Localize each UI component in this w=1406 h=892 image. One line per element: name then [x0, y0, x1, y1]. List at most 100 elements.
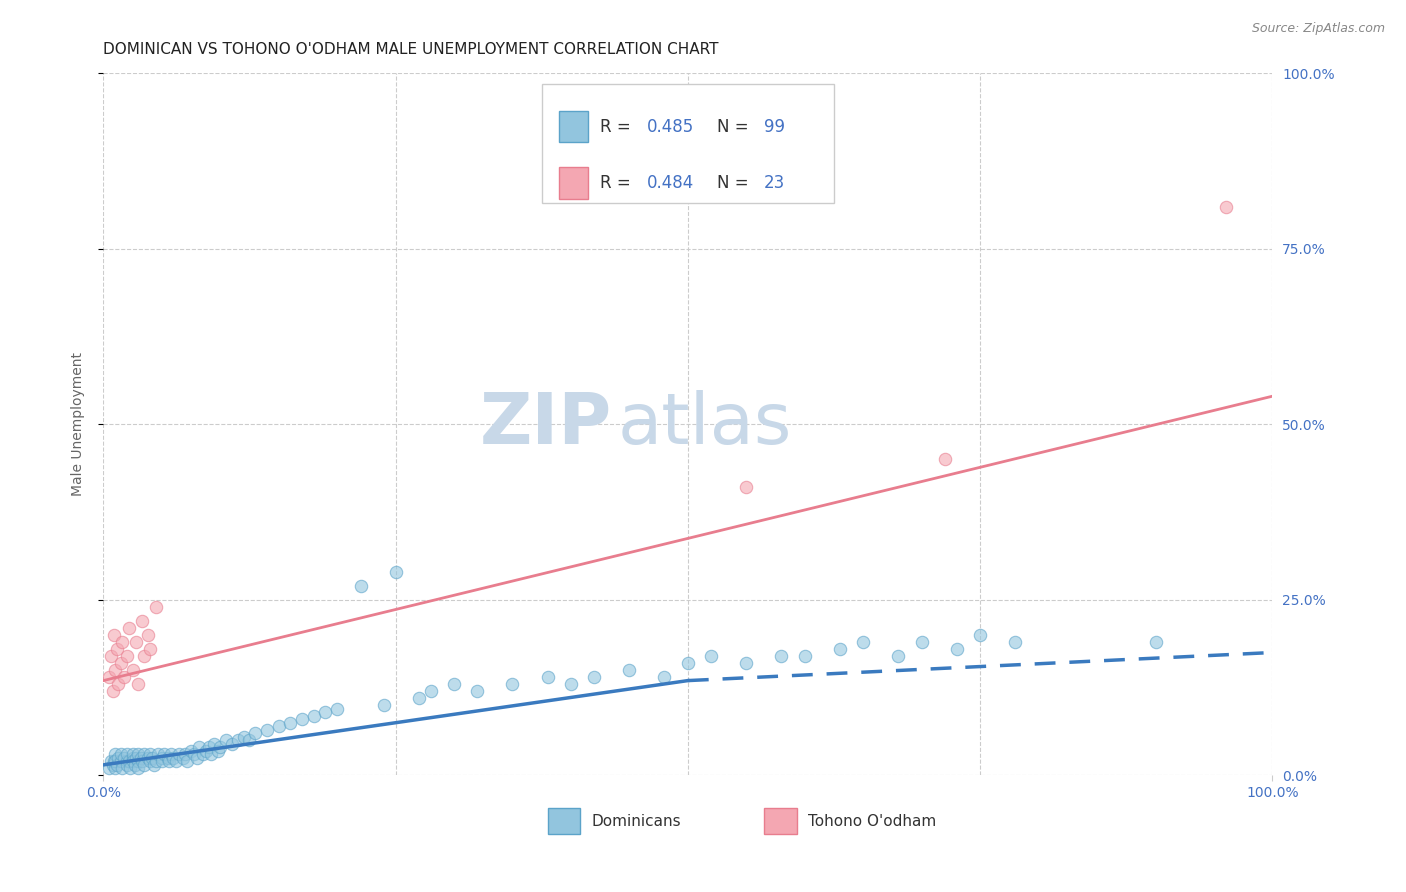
Point: [131, 755, 153, 769]
Point: [150, 751, 173, 765]
Text: 99: 99: [763, 118, 785, 136]
Point: [560, 677, 582, 691]
Point: [105, 757, 128, 772]
Text: R =: R =: [600, 174, 636, 192]
Point: [700, 648, 723, 663]
Point: [156, 751, 179, 765]
FancyBboxPatch shape: [560, 167, 589, 199]
Point: [127, 755, 149, 769]
Point: [112, 751, 135, 765]
Text: Dominicans: Dominicans: [592, 814, 682, 829]
Point: [238, 733, 260, 747]
Point: [107, 751, 129, 765]
Point: [267, 719, 290, 733]
Point: [134, 757, 156, 772]
Point: [103, 628, 125, 642]
Point: [120, 761, 142, 775]
Point: [172, 751, 194, 765]
Point: [129, 751, 152, 765]
Point: [131, 614, 153, 628]
Point: [101, 684, 124, 698]
Point: [770, 648, 793, 663]
Point: [104, 663, 127, 677]
Point: [191, 747, 214, 762]
Point: [142, 757, 165, 772]
Text: ZIP: ZIP: [479, 390, 612, 458]
Point: [118, 755, 141, 769]
Point: [314, 705, 336, 719]
Text: 0.485: 0.485: [647, 118, 695, 136]
Point: [934, 452, 956, 467]
Point: [124, 757, 146, 772]
Point: [735, 656, 758, 670]
Point: [165, 755, 187, 769]
Point: [157, 755, 180, 769]
Point: [101, 757, 124, 772]
Point: [121, 663, 143, 677]
Point: [1004, 635, 1026, 649]
Point: [828, 642, 851, 657]
Point: [115, 648, 138, 663]
Point: [202, 737, 225, 751]
Point: [125, 751, 148, 765]
Point: [112, 670, 135, 684]
Point: [121, 751, 143, 765]
Point: [226, 733, 249, 747]
Point: [419, 684, 441, 698]
Point: [302, 708, 325, 723]
Point: [125, 635, 148, 649]
Text: Source: ZipAtlas.com: Source: ZipAtlas.com: [1251, 22, 1385, 36]
Text: 0.484: 0.484: [647, 174, 695, 192]
Point: [162, 751, 184, 765]
Point: [887, 648, 910, 663]
Point: [134, 648, 156, 663]
Point: [169, 747, 191, 762]
Point: [969, 628, 991, 642]
Point: [373, 698, 395, 713]
Point: [98, 761, 121, 775]
Point: [107, 677, 129, 691]
FancyBboxPatch shape: [763, 808, 797, 834]
Text: 23: 23: [763, 174, 785, 192]
Point: [195, 744, 218, 758]
Point: [676, 656, 699, 670]
Point: [141, 751, 163, 765]
Point: [139, 642, 162, 657]
Point: [148, 747, 170, 762]
Point: [852, 635, 875, 649]
Point: [115, 747, 138, 762]
Point: [349, 579, 371, 593]
Point: [115, 755, 138, 769]
Point: [408, 691, 430, 706]
Point: [501, 677, 523, 691]
Point: [104, 747, 127, 762]
Point: [619, 663, 641, 677]
Text: Tohono O'odham: Tohono O'odham: [808, 814, 936, 829]
Y-axis label: Male Unemployment: Male Unemployment: [72, 352, 86, 496]
Point: [200, 747, 222, 762]
Point: [104, 761, 127, 775]
Point: [183, 747, 205, 762]
Point: [127, 677, 149, 691]
Text: N =: N =: [717, 174, 754, 192]
Point: [176, 755, 198, 769]
Point: [735, 481, 758, 495]
Point: [145, 599, 167, 614]
Point: [118, 621, 141, 635]
Point: [121, 747, 143, 762]
Point: [209, 740, 232, 755]
Point: [127, 747, 149, 762]
Point: [1215, 200, 1237, 214]
Point: [153, 747, 176, 762]
Point: [136, 628, 159, 642]
Point: [215, 733, 238, 747]
Point: [174, 747, 197, 762]
Point: [110, 755, 132, 769]
Point: [134, 747, 156, 762]
Point: [103, 755, 125, 769]
Point: [256, 723, 278, 737]
Point: [160, 747, 183, 762]
Point: [583, 670, 606, 684]
Point: [188, 740, 211, 755]
FancyBboxPatch shape: [547, 808, 581, 834]
